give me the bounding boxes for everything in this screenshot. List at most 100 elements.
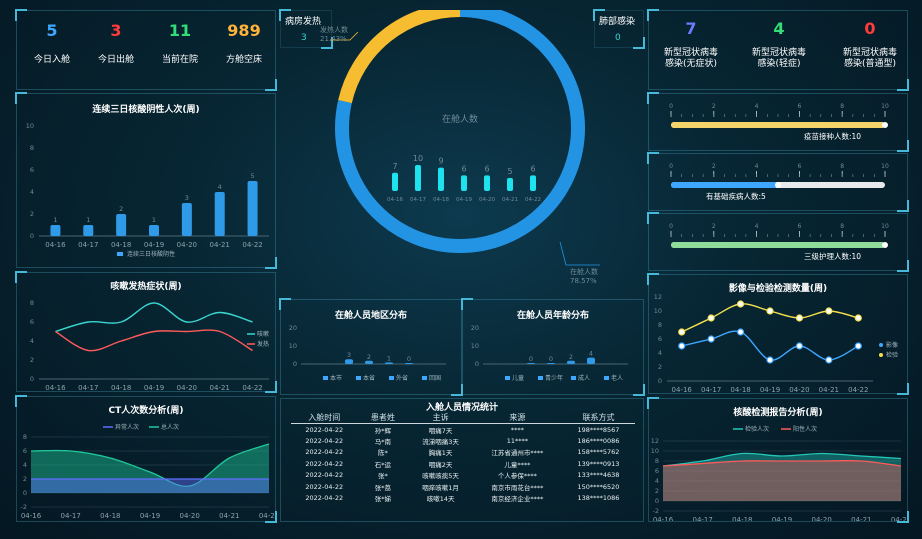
bar	[83, 225, 94, 236]
slider-panel-nursing: 0 2 4 6 8 10 三级护理人数:10	[647, 212, 909, 272]
legend-label: 青少年	[545, 374, 563, 382]
table-row[interactable]: 2022-04-22 马*南 流涕咽痛3天 11**** 186****0086	[291, 435, 635, 447]
x-tick-label: 04-22	[891, 516, 907, 521]
table-cell: 咳嗽14天	[426, 495, 455, 504]
x-tick-label: 04-22	[259, 512, 275, 520]
table-row[interactable]: 2022-04-22 石*运 咽痛2天 儿童**** 139****0913	[291, 458, 635, 470]
ct-panel: CT人次数分析(周) -2 0 2 4 6 8 04-16 04-17 04-18 04-19 04…	[15, 395, 277, 523]
stat-label-line1: 新型冠状病毒	[842, 48, 897, 58]
report-title: 核酸检测报告分析(周)	[733, 408, 823, 418]
table-row[interactable]: 2022-04-22 张*荔 咽痒咳嗽1月 南京市雨花台**** 150****6520	[291, 481, 635, 493]
slider-tick-label: 10	[881, 163, 889, 170]
x-tick-label: 04-16	[653, 516, 674, 521]
stat-value: 5	[46, 21, 58, 40]
y-tick-label: 0	[658, 377, 662, 385]
nucleic-panel: 连续三日核酸阴性人次(周) 0 2 4 6 8 10 04-16 04-17 04-18 04-1…	[15, 92, 277, 269]
slider-label: 疫苗接种人数:10	[804, 132, 862, 141]
x-tick-label: 04-17	[692, 516, 712, 521]
series-area	[663, 460, 901, 501]
table-cell: 马*南	[374, 437, 391, 446]
table-row[interactable]: 2022-04-22 张* 咳嗽咳痰5天 个人参保**** 133****4638	[291, 470, 635, 482]
slider-tick-label: 8	[840, 163, 844, 170]
y-tick-label: 4	[655, 477, 659, 485]
y-tick-label: 0	[23, 489, 27, 497]
table-cell: 咽痛7天	[428, 426, 453, 435]
y-tick-label: 10	[654, 307, 662, 315]
table-cell: 2022-04-22	[305, 494, 344, 503]
series-line	[662, 452, 902, 467]
x-tick-label: 04-18	[100, 512, 120, 520]
x-tick-label: 04-20	[811, 516, 831, 521]
x-tick-label: 04-22	[242, 384, 262, 391]
table-cell: 138****1086	[577, 494, 620, 503]
bar	[214, 192, 225, 236]
legend-swatch	[604, 376, 609, 380]
y-tick-label: 0	[293, 360, 297, 368]
x-tick-label: 04-17	[701, 386, 721, 393]
x-tick-label: 04-16	[45, 241, 66, 249]
legend-swatch	[356, 376, 361, 380]
y-tick-label: 6	[658, 335, 662, 343]
stat-label: 新型冠状病毒 感染(无症状)	[653, 48, 729, 70]
y-tick-label: -2	[21, 503, 27, 511]
data-label: 2	[367, 353, 371, 361]
table-cell: 2022-04-22	[305, 471, 344, 480]
data-point	[854, 314, 862, 322]
fever-box: 病房发热 3	[279, 9, 333, 49]
data-label: 0	[407, 355, 411, 363]
slider-tick-label: 6	[797, 163, 801, 170]
x-tick-label: 04-22	[242, 241, 262, 249]
table-cell: 2022-04-22	[305, 425, 344, 434]
x-tick-label: 04-18	[730, 386, 750, 393]
data-label: 4	[218, 183, 222, 191]
legend-swatch	[422, 376, 427, 380]
imaging-chart: 0 2 4 6 8 10 12 04-16 04-17 04-18 04-19 04-20 04-21 0…	[654, 293, 898, 393]
x-tick-label: 04-18	[732, 516, 752, 521]
slider-tick-label: 2	[712, 103, 716, 110]
y-tick-label: 4	[658, 349, 662, 357]
center-label: 在舱人数	[442, 113, 478, 125]
table-cell: 186****0086	[577, 436, 620, 445]
table-row[interactable]: 2022-04-22 陈* 胸痛1天 江苏省通州市**** 158****5762	[291, 447, 635, 459]
data-label: 3	[347, 351, 351, 359]
table-cell: 2022-04-22	[305, 448, 344, 457]
slider-label: 三级护理人数:10	[804, 252, 862, 261]
disease-slider: 0 2 4 6 8 10	[669, 163, 889, 188]
data-label: 4	[589, 350, 593, 358]
slider-tick-label: 8	[840, 103, 844, 110]
legend-swatch	[879, 353, 883, 357]
stat-mild: 4 新型冠状病毒 感染(轻症)	[741, 19, 817, 70]
slider-tick-label: 10	[881, 223, 889, 230]
series-line	[662, 459, 902, 467]
legend-swatch	[505, 376, 510, 380]
legend-label: 阳性人次	[793, 425, 817, 433]
table-cell: 儿童****	[504, 460, 531, 469]
mini-bar-value: 7	[392, 162, 397, 171]
table-row[interactable]: 2022-04-22 孙*辉 咽痛7天 **** 198****8567	[291, 424, 635, 436]
mini-bar	[415, 165, 421, 191]
bar	[527, 363, 535, 364]
y-tick-label: 4	[30, 188, 34, 196]
table-row[interactable]: 2022-04-22 张*娣 咳嗽14天 南京经济企业**** 138****1086	[291, 493, 635, 505]
age-title: 在舱人员年龄分布	[516, 311, 589, 321]
legend-label: 儿童	[512, 374, 524, 382]
y-tick-label: 2	[655, 487, 659, 495]
admission-table-panel: 入舱人员情况统计 入舱时间 患者姓 主诉 来源 联系方式 2022-04-22 孙…	[280, 398, 644, 522]
bar	[50, 225, 61, 236]
mini-bar	[507, 178, 513, 191]
stat-label-line2: 感染(无症状)	[664, 59, 718, 69]
table-cell: 江苏省通州市****	[491, 449, 544, 458]
legend-label: 咳嗽	[257, 330, 269, 338]
x-tick-label: 04-17	[78, 241, 98, 249]
y-tick-label: 0	[475, 360, 479, 368]
stat-value: 989	[227, 21, 261, 40]
data-point	[795, 342, 804, 350]
cough-title: 咳嗽发热症状(周)	[110, 282, 182, 292]
y-tick-label: 0	[655, 497, 659, 505]
stat-today-out: 3 今日出舱	[81, 21, 151, 65]
bar	[567, 360, 575, 364]
x-tick-label: 04-20	[179, 512, 199, 520]
col-header: 入舱时间	[291, 412, 358, 424]
y-tick-label: 8	[30, 144, 34, 152]
x-tick-label: 04-18	[111, 241, 131, 249]
